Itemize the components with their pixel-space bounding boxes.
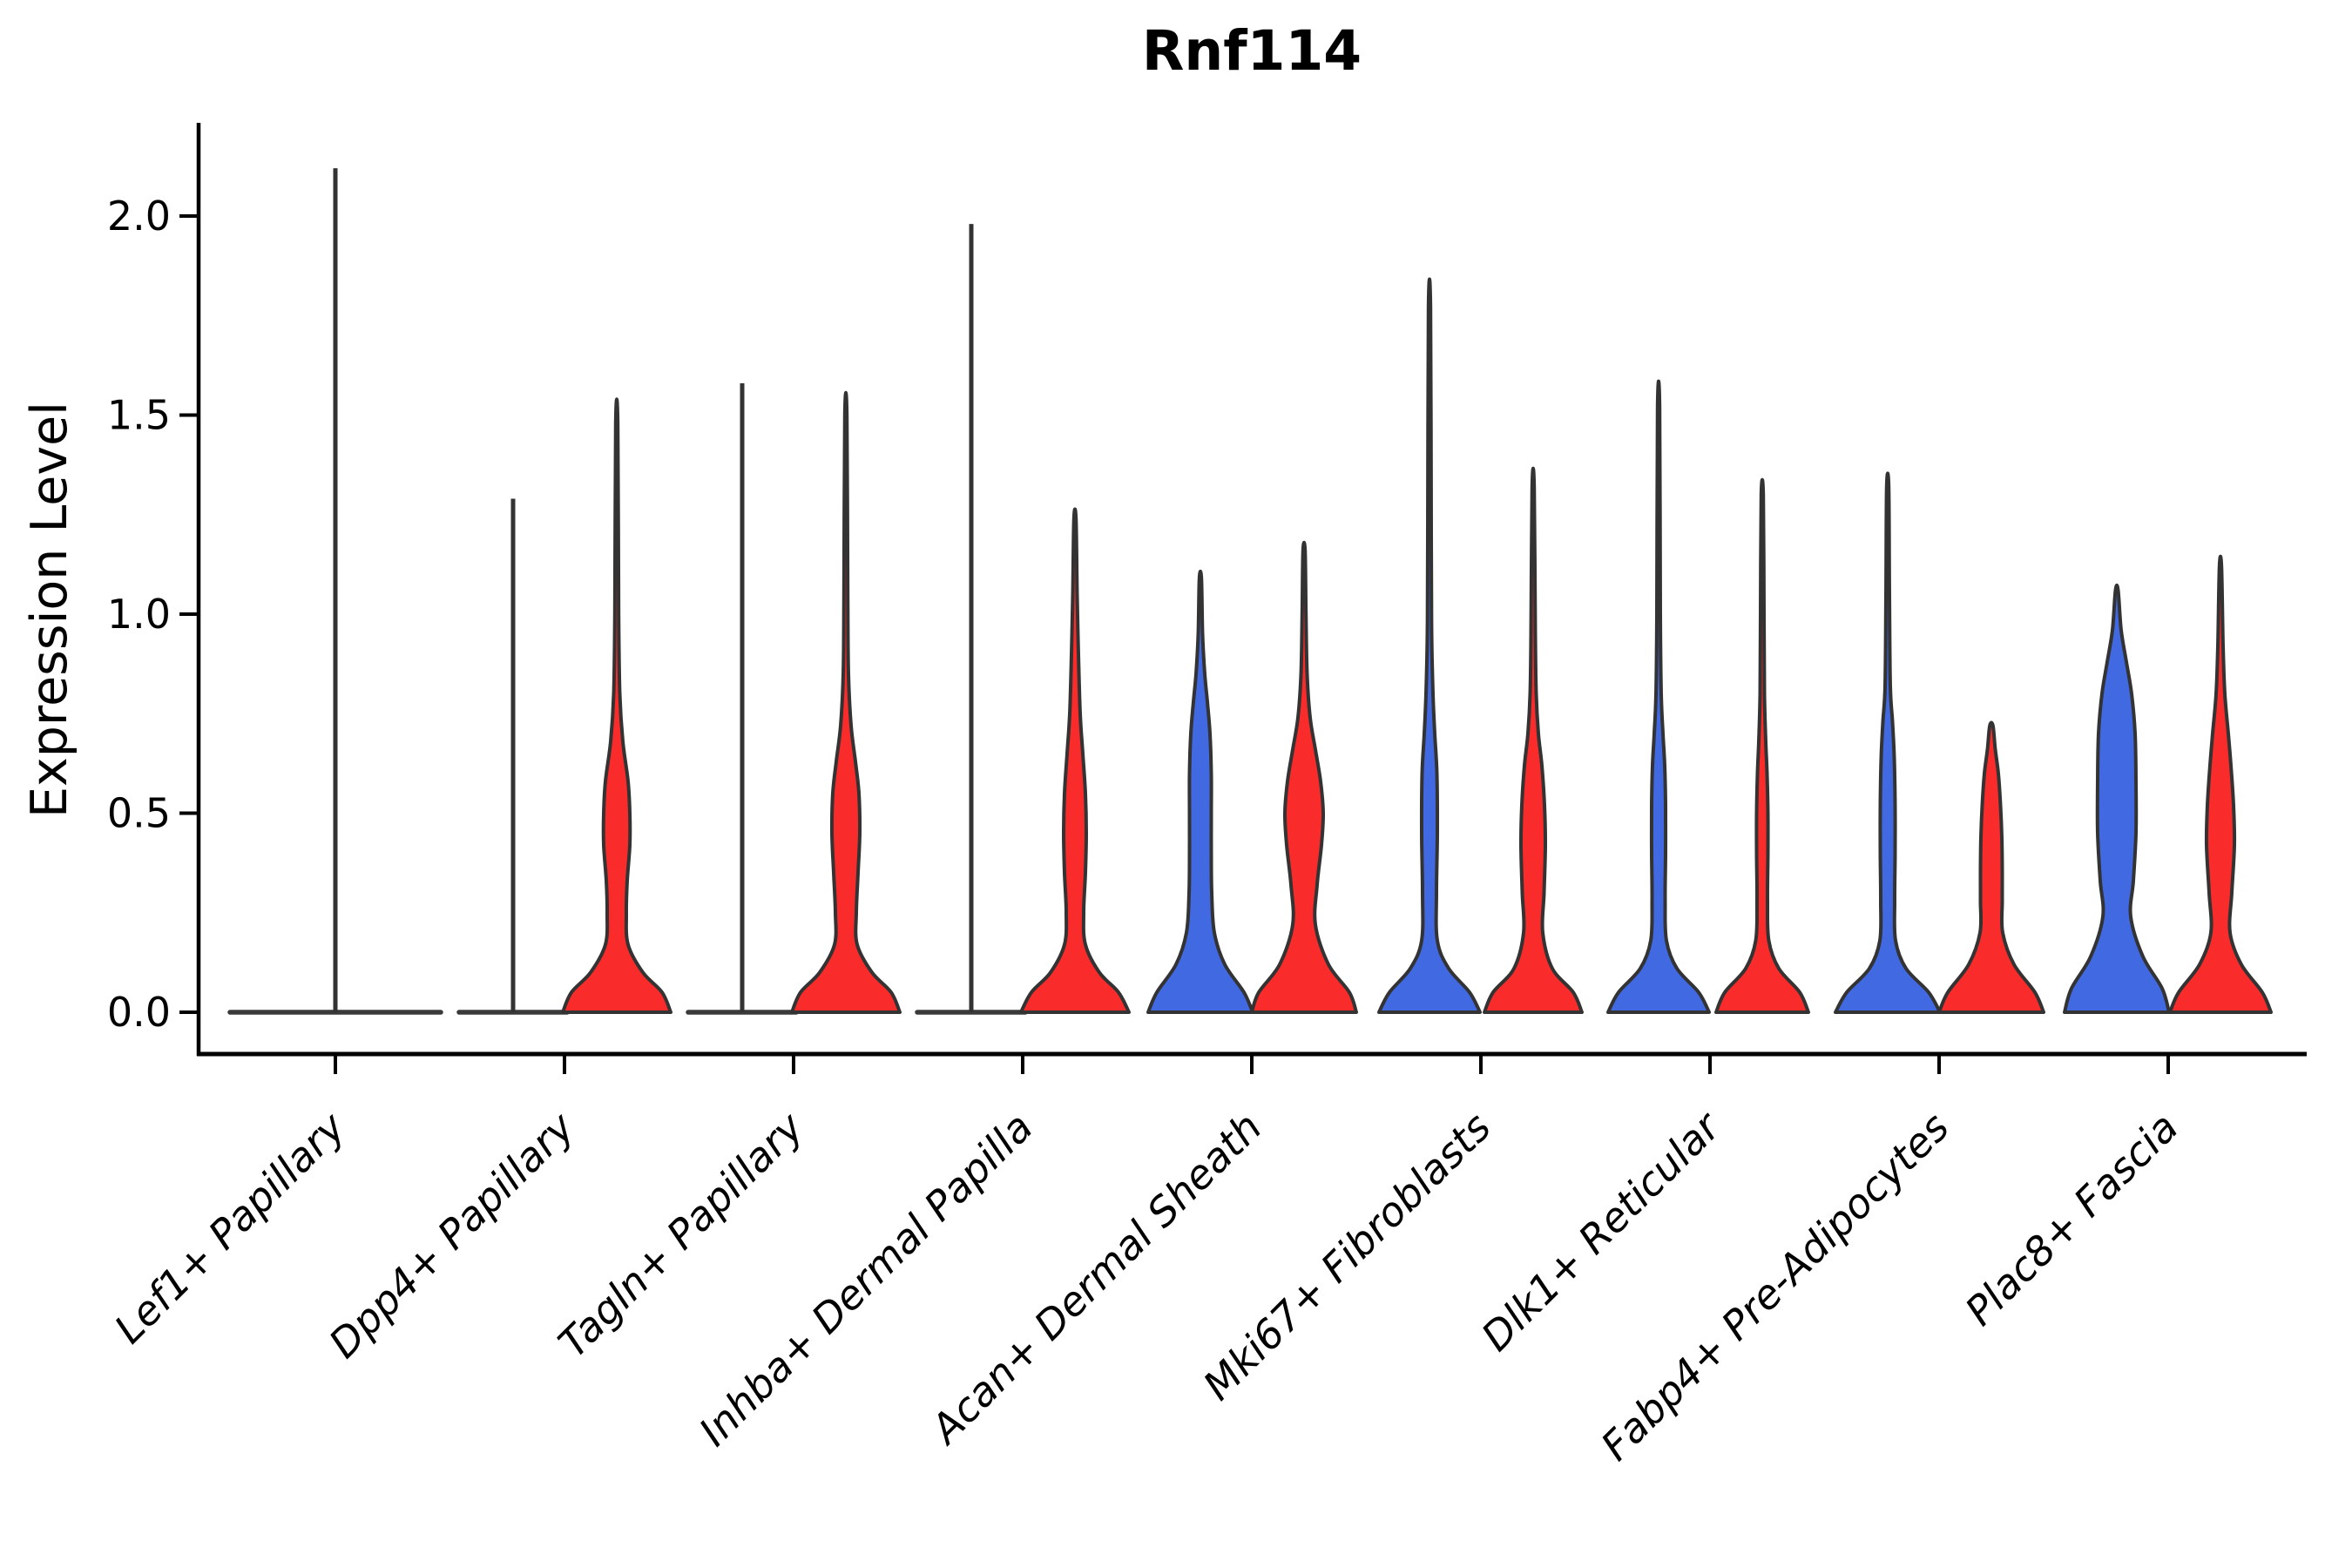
violin-acan-dermal-sheath-red xyxy=(1250,540,1358,1014)
violin-fabp4-pre-adipocytes-red xyxy=(1937,720,2045,1014)
violin-mki67-fibroblasts-red xyxy=(1483,466,1584,1014)
plot-title: Rnf114 xyxy=(1141,19,1362,83)
violin-mki67-fibroblasts-blue xyxy=(1377,277,1482,1014)
violin-dlk1-reticular-red xyxy=(1714,477,1810,1014)
violin-dlk1-reticular-blue xyxy=(1606,380,1711,1014)
violin-inhba-dermal-papilla-red xyxy=(1019,507,1131,1014)
x-tick-label-plac8-fascia: Plac8+ Fascia xyxy=(1956,1104,2186,1335)
x-tick-label-tagln-papillary: Tagln+ Papillary xyxy=(549,1103,813,1367)
y-axis-title: Expression Level xyxy=(21,402,78,818)
violin-fabp4-pre-adipocytes-blue xyxy=(1834,471,1942,1014)
x-tick-label-dpp4-papillary: Dpp4+ Papillary xyxy=(320,1103,584,1367)
violin-plac8-fascia-blue xyxy=(2063,583,2171,1014)
y-tick-label-2.0: 2.0 xyxy=(107,193,171,240)
violin-acan-dermal-sheath-blue xyxy=(1146,569,1254,1014)
violin-plac8-fascia-red xyxy=(2168,554,2273,1014)
y-tick-label-0.0: 0.0 xyxy=(107,989,171,1036)
y-tick-label-0.5: 0.5 xyxy=(107,790,171,837)
violin-dpp4-papillary-red xyxy=(561,397,672,1014)
y-tick-label-1.0: 1.0 xyxy=(107,591,171,638)
violin-tagln-papillary-red xyxy=(790,391,902,1014)
x-tick-label-lef1-papillary: Lef1+ Papillary xyxy=(105,1103,355,1352)
x-tick-label-dlk1-reticular: Dlk1+ Reticular xyxy=(1472,1101,1731,1360)
y-tick-label-1.5: 1.5 xyxy=(107,392,171,439)
